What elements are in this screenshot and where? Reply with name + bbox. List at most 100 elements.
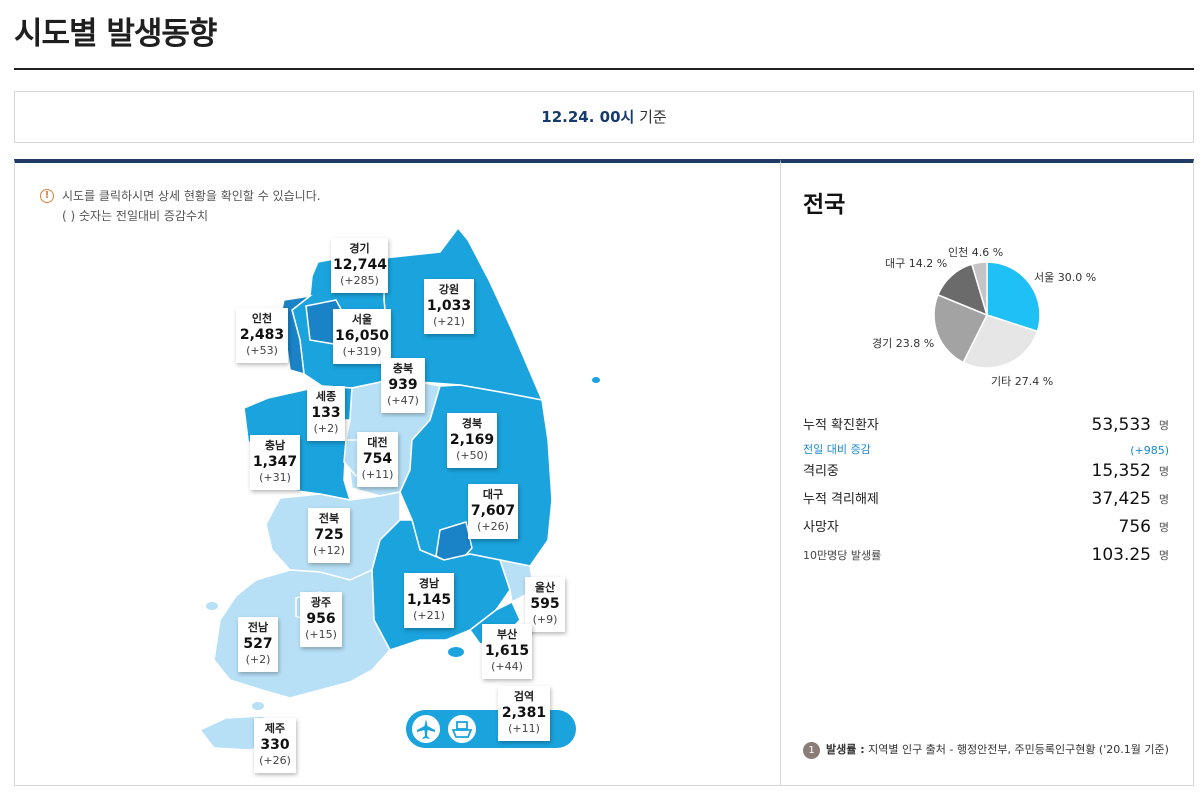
notice-line-2: ( ) 숫자는 전일대비 증감수치 xyxy=(62,209,209,223)
region-diff: (+26) xyxy=(259,754,291,767)
region-name: 충남 xyxy=(264,439,286,452)
region-diff: (+319) xyxy=(342,345,382,358)
info-icon: ! xyxy=(40,189,54,203)
region-name: 강원 xyxy=(438,283,460,296)
region-count: 2,169 xyxy=(449,432,495,448)
region-name: 검역 xyxy=(513,690,535,703)
national-title: 전국 xyxy=(803,192,846,218)
region-label-incheon[interactable]: 인천 2,483 (+53) xyxy=(236,308,288,363)
region-diff: (+21) xyxy=(433,315,465,328)
pie-slice-인천 xyxy=(970,261,988,316)
region-diff: (+44) xyxy=(491,660,523,673)
stat-unit: 명 xyxy=(1158,521,1169,534)
region-label-sejong[interactable]: 세종 133 (+2) xyxy=(307,386,345,441)
airplane-icon xyxy=(410,713,442,745)
stat-unit: 명 xyxy=(1158,549,1169,562)
stat-unit: 명 xyxy=(1158,419,1169,432)
region-count: 956 xyxy=(306,611,336,627)
stat-key: 누적 격리해제 xyxy=(803,492,879,507)
region-label-busan[interactable]: 부산 1,615 (+44) xyxy=(482,624,532,679)
pie-label-gyeonggi: 경기 23.8 % xyxy=(872,337,935,350)
region-name: 충북 xyxy=(392,362,414,375)
pie-slices xyxy=(933,261,1041,369)
region-count: 1,033 xyxy=(426,298,472,314)
region-name: 부산 xyxy=(496,628,518,641)
region-name: 대전 xyxy=(367,436,388,449)
stat-key: 전일 대비 증감 xyxy=(803,443,871,456)
stat-unit: 명 xyxy=(1158,465,1169,478)
pie-label-incheon: 인천 4.6 % xyxy=(948,246,1004,259)
stat-value: (+985) xyxy=(1130,444,1169,457)
region-label-jeju[interactable]: 제주 330 (+26) xyxy=(254,718,296,773)
stat-key: 사망자 xyxy=(803,520,839,535)
footnote-number: 1 xyxy=(803,741,820,759)
quarantine-pill[interactable] xyxy=(406,710,576,748)
date-value: 12.24. 00시 xyxy=(541,108,635,126)
region-label-daegu[interactable]: 대구 7,607 (+26) xyxy=(468,484,518,539)
national-pie-chart xyxy=(933,261,1041,369)
region-name: 인천 xyxy=(251,312,273,325)
stat-value: 53,533 xyxy=(1091,415,1151,435)
region-label-gyeongbuk[interactable]: 경북 2,169 (+50) xyxy=(447,413,497,468)
region-diff: (+53) xyxy=(246,344,278,357)
region-diff: (+11) xyxy=(508,722,540,735)
region-label-chungnam[interactable]: 충남 1,347 (+31) xyxy=(250,435,300,490)
region-name: 경기 xyxy=(349,242,370,255)
region-label-gangwon[interactable]: 강원 1,033 (+21) xyxy=(424,279,474,334)
region-label-gyeongnam[interactable]: 경남 1,145 (+21) xyxy=(404,573,454,628)
region-label-jeonbuk[interactable]: 전북 725 (+12) xyxy=(308,508,350,563)
region-diff: (+47) xyxy=(387,394,419,407)
region-label-gwangju[interactable]: 광주 956 (+15) xyxy=(300,592,342,647)
region-name: 울산 xyxy=(534,581,556,594)
region-name: 대구 xyxy=(482,488,504,501)
map-notice: ! 시도를 클릭하시면 상세 현황을 확인할 수 있습니다. ( ) 숫자는 전… xyxy=(40,186,321,226)
region-label-seoul[interactable]: 서울 16,050 (+319) xyxy=(333,309,391,364)
region-count: 330 xyxy=(260,737,290,753)
pie-slice-서울 xyxy=(986,261,1041,333)
stat-key: 누적 확진환자 xyxy=(803,418,879,433)
region-label-jeonnam[interactable]: 전남 527 (+2) xyxy=(238,617,278,672)
region-diff: (+15) xyxy=(305,628,337,641)
stat-key: 격리중 xyxy=(803,464,839,479)
map-island xyxy=(448,647,464,657)
pie-label-seoul: 서울 30.0 % xyxy=(1034,271,1097,284)
region-label-quarantine[interactable]: 검역 2,381 (+11) xyxy=(498,686,550,741)
map-island xyxy=(592,377,600,383)
region-count: 754 xyxy=(362,451,393,467)
region-diff: (+21) xyxy=(413,609,445,622)
region-label-gyeonggi[interactable]: 경기 12,744 (+285) xyxy=(331,238,388,293)
region-label-chungbuk[interactable]: 충북 939 (+47) xyxy=(381,358,425,413)
footnote-text: 지역별 인구 출처 - 행정안전부, 주민등록인구현황 ('20.1월 기준) xyxy=(868,743,1169,756)
stat-incidence: 10만명당 발생률 103.25 명 xyxy=(803,543,1169,565)
region-count: 7,607 xyxy=(470,503,516,519)
pie-label-daegu: 대구 14.2 % xyxy=(885,257,948,270)
date-bar: 12.24. 00시 기준 xyxy=(14,91,1194,143)
stat-isolating: 격리중 15,352 명 xyxy=(803,459,1169,481)
footnote: 1 발생률 : 지역별 인구 출처 - 행정안전부, 주민등록인구현황 ('20.… xyxy=(803,741,1169,759)
region-count: 1,145 xyxy=(406,592,452,608)
region-diff: (+50) xyxy=(456,449,488,462)
region-diff: (+285) xyxy=(340,274,379,287)
pie-slice-기타 xyxy=(962,314,1039,369)
title-divider xyxy=(14,68,1194,70)
page-title: 시도별 발생동향 xyxy=(14,16,217,52)
ship-icon xyxy=(446,713,478,745)
date-suffix: 기준 xyxy=(639,108,667,126)
region-diff: (+2) xyxy=(313,422,339,435)
region-name: 제주 xyxy=(264,722,286,735)
region-diff: (+31) xyxy=(259,471,291,484)
region-count: 133 xyxy=(311,405,341,421)
region-name: 서울 xyxy=(351,313,373,326)
region-diff: (+2) xyxy=(245,653,271,666)
region-count: 1,615 xyxy=(484,643,530,659)
national-panel: 전국 서울 30.0 % 기타 27.4 % 경기 23.8 % 대구 14.2… xyxy=(780,159,1194,786)
stat-value: 756 xyxy=(1118,517,1151,537)
region-label-ulsan[interactable]: 울산 595 (+9) xyxy=(525,577,565,632)
map-island xyxy=(252,702,264,710)
region-diff: (+11) xyxy=(361,468,394,481)
region-label-daejeon[interactable]: 대전 754 (+11) xyxy=(357,432,398,487)
map-island xyxy=(206,602,218,610)
stat-unit: 명 xyxy=(1158,493,1169,506)
region-diff: (+12) xyxy=(313,544,345,557)
